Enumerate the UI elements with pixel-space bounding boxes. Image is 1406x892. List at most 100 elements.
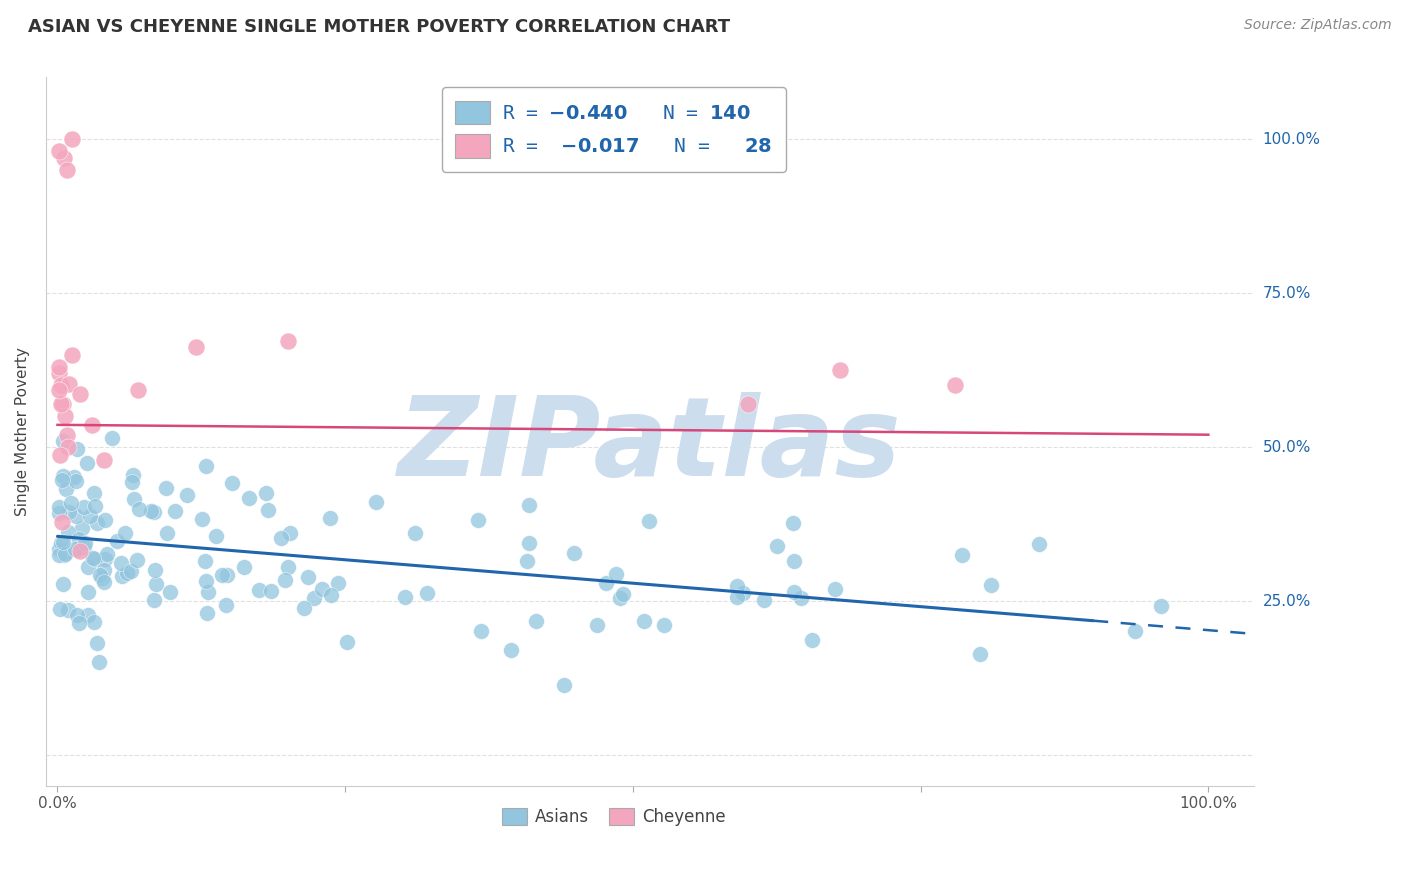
Point	[48, 542, 70, 557]
Point	[950, 548, 973, 562]
Point	[311, 582, 333, 597]
Point	[60, 348, 83, 362]
Point	[145, 576, 167, 591]
Point	[652, 618, 675, 632]
Point	[52, 535, 75, 549]
Point	[824, 582, 846, 596]
Point	[194, 554, 217, 568]
Point	[783, 584, 806, 599]
Point	[517, 498, 540, 512]
Point	[53, 409, 76, 424]
Point	[415, 586, 437, 600]
Point	[70, 521, 93, 535]
Y-axis label: Single Mother Poverty: Single Mother Poverty	[15, 347, 30, 516]
Point	[48, 383, 70, 397]
Point	[91, 571, 114, 585]
Point	[215, 598, 238, 612]
Point	[49, 536, 72, 550]
Point	[790, 591, 813, 605]
Point	[217, 567, 239, 582]
Point	[56, 162, 79, 177]
Point	[233, 560, 256, 574]
Point	[51, 397, 73, 411]
Point	[65, 475, 87, 489]
Point	[1150, 599, 1173, 614]
Text: 25.0%: 25.0%	[1263, 593, 1310, 608]
Point	[72, 540, 94, 554]
Point	[943, 378, 966, 392]
Point	[69, 386, 91, 401]
Point	[766, 539, 789, 553]
Point	[53, 547, 76, 561]
Point	[66, 442, 89, 456]
Point	[58, 504, 80, 518]
Point	[48, 448, 70, 462]
Point	[197, 585, 219, 599]
Point	[52, 577, 75, 591]
Point	[205, 528, 228, 542]
Text: ASIAN VS CHEYENNE SINGLE MOTHER POVERTY CORRELATION CHART: ASIAN VS CHEYENNE SINGLE MOTHER POVERTY …	[28, 18, 730, 36]
Point	[737, 397, 759, 411]
Point	[62, 132, 84, 146]
Point	[51, 473, 73, 487]
Point	[394, 590, 416, 604]
Point	[725, 590, 748, 604]
Point	[53, 151, 76, 165]
Point	[612, 587, 634, 601]
Point	[326, 576, 349, 591]
Point	[94, 513, 117, 527]
Point	[586, 618, 609, 632]
Point	[191, 512, 214, 526]
Point	[980, 578, 1002, 592]
Point	[48, 359, 70, 374]
Point	[72, 500, 94, 514]
Point	[783, 554, 806, 568]
Point	[53, 549, 76, 563]
Point	[58, 376, 80, 391]
Point	[733, 585, 755, 599]
Point	[93, 563, 115, 577]
Point	[111, 569, 134, 583]
Point	[58, 440, 80, 454]
Point	[66, 543, 89, 558]
Point	[277, 559, 299, 574]
Point	[595, 575, 617, 590]
Point	[145, 563, 167, 577]
Point	[1123, 624, 1146, 638]
Point	[83, 615, 105, 630]
Point	[101, 431, 124, 445]
Text: Source: ZipAtlas.com: Source: ZipAtlas.com	[1244, 18, 1392, 32]
Point	[94, 552, 117, 566]
Point	[221, 476, 243, 491]
Point	[52, 468, 75, 483]
Text: 75.0%: 75.0%	[1263, 285, 1310, 301]
Point	[156, 525, 179, 540]
Point	[304, 591, 326, 605]
Point	[48, 548, 70, 562]
Point	[176, 488, 198, 502]
Legend: Asians, Cheyenne: Asians, Cheyenne	[494, 799, 734, 834]
Point	[633, 614, 655, 628]
Point	[516, 554, 538, 568]
Point	[562, 545, 585, 559]
Point	[404, 525, 426, 540]
Point	[51, 515, 73, 529]
Point	[278, 526, 301, 541]
Point	[77, 585, 100, 599]
Point	[605, 567, 627, 582]
Point	[1028, 537, 1050, 551]
Point	[82, 551, 104, 566]
Point	[87, 655, 110, 669]
Point	[238, 491, 260, 506]
Point	[60, 496, 83, 510]
Point	[52, 397, 75, 411]
Point	[73, 536, 96, 550]
Point	[83, 486, 105, 500]
Point	[801, 633, 824, 648]
Point	[48, 506, 70, 520]
Point	[80, 417, 103, 432]
Point	[257, 502, 280, 516]
Point	[115, 566, 138, 580]
Point	[725, 579, 748, 593]
Point	[122, 468, 145, 483]
